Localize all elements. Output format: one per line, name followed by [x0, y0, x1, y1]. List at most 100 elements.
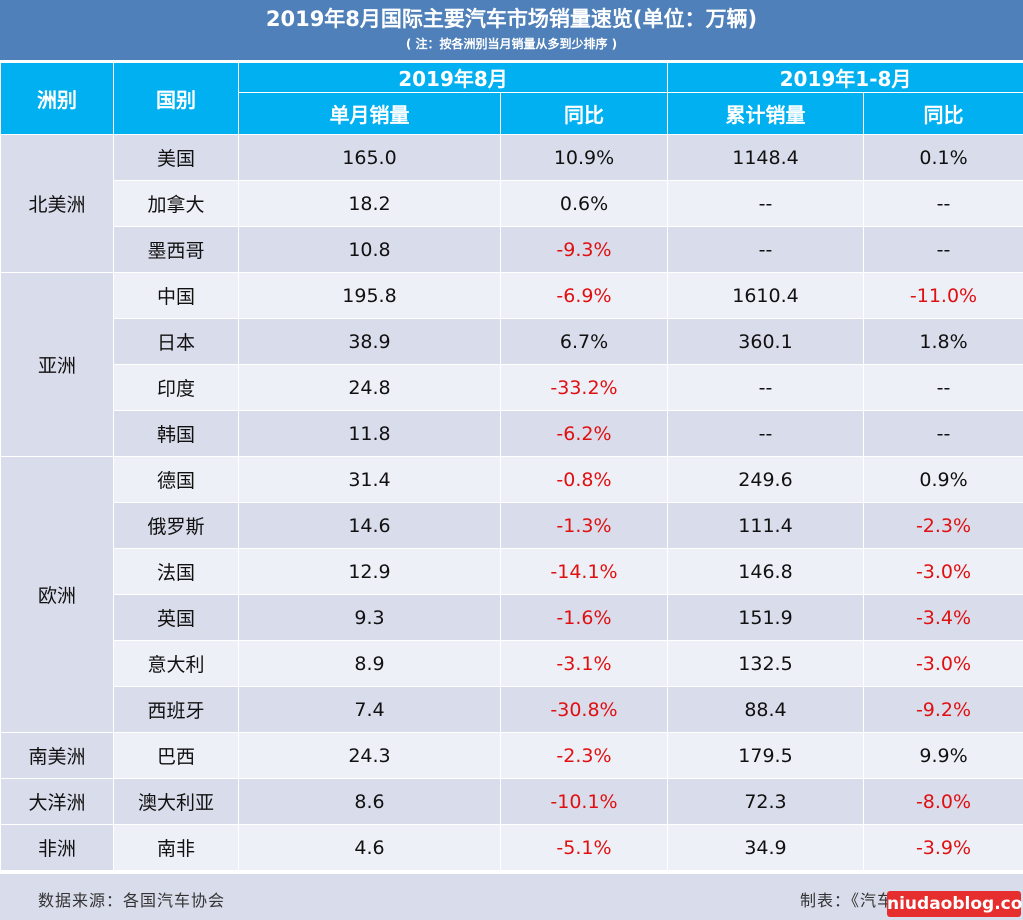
- country-cell: 俄罗斯: [113, 502, 239, 549]
- ytd-yoy-cell: -9.2%: [862, 686, 1023, 733]
- month-sales-cell: 10.8: [238, 226, 501, 273]
- table-row: 亚洲 中国 195.8 -6.9% 1610.4 -11.0%: [0, 272, 1023, 457]
- ytd-yoy-cell: -3.4%: [862, 594, 1023, 641]
- table-row: 意大利 8.9 -3.1% 132.5 -3.0%: [1, 640, 1023, 687]
- month-yoy-cell: -9.3%: [500, 226, 668, 273]
- page-title: 2019年8月国际主要汽车市场销量速览(单位：万辆): [265, 7, 758, 31]
- ytd-yoy-cell: --: [862, 410, 1023, 457]
- header-group-ytd: 2019年1-8月: [666, 62, 1023, 93]
- month-sales-cell: 195.8: [238, 272, 501, 319]
- country-cell: 英国: [113, 594, 239, 641]
- month-sales-cell: 165.0: [238, 134, 501, 181]
- month-yoy-cell: -10.1%: [500, 778, 668, 825]
- ytd-yoy-cell: 9.9%: [862, 732, 1023, 779]
- table-row: 北美洲 美国 165.0 10.9% 1148.4 0.1%: [0, 134, 1023, 273]
- country-cell: 日本: [113, 318, 239, 365]
- ytd-sales-cell: 249.6: [667, 456, 864, 503]
- month-sales-cell: 14.6: [238, 502, 501, 549]
- country-cell: 德国: [113, 456, 239, 503]
- ytd-yoy-cell: --: [862, 226, 1023, 273]
- country-cell: 加拿大: [113, 180, 239, 227]
- header-month-yoy: 同比: [500, 92, 668, 135]
- ytd-sales-cell: 1148.4: [667, 134, 864, 181]
- month-yoy-cell: -1.6%: [500, 594, 668, 641]
- table-row: 西班牙 7.4 -30.8% 88.4 -9.2%: [1, 686, 1023, 733]
- ytd-yoy-cell: -3.9%: [862, 824, 1023, 871]
- ytd-sales-cell: 179.5: [667, 732, 864, 779]
- month-yoy-cell: 0.6%: [500, 180, 668, 227]
- month-yoy-cell: -6.2%: [500, 410, 668, 457]
- table-body: 北美洲 美国 165.0 10.9% 1148.4 0.1% 加拿大 18.2 0.6% -- --…: [0, 134, 1023, 871]
- country-cell: 韩国: [113, 410, 239, 457]
- ytd-yoy-cell: 0.1%: [862, 134, 1023, 181]
- ytd-sales-cell: --: [667, 410, 864, 457]
- ytd-sales-cell: --: [667, 364, 864, 411]
- country-cell: 澳大利亚: [113, 778, 239, 825]
- month-sales-cell: 24.3: [238, 732, 501, 779]
- ytd-yoy-cell: 1.8%: [862, 318, 1023, 365]
- table-row: 韩国 11.8 -6.2% -- --: [1, 410, 1023, 457]
- country-cell: 中国: [113, 272, 239, 319]
- ytd-yoy-cell: -8.0%: [862, 778, 1023, 825]
- month-yoy-cell: -2.3%: [500, 732, 668, 779]
- region-cell: 欧洲: [0, 456, 114, 733]
- watermark: niudaoblog.com: [887, 891, 1023, 917]
- region-cell: 亚洲: [0, 272, 114, 457]
- month-yoy-cell: 10.9%: [500, 134, 668, 181]
- table-row: 欧洲 德国 31.4 -0.8% 249.6 0.9%: [0, 456, 1023, 733]
- month-sales-cell: 38.9: [238, 318, 501, 365]
- country-cell: 法国: [113, 548, 239, 595]
- ytd-yoy-cell: --: [862, 180, 1023, 227]
- country-cell: 巴西: [113, 732, 239, 779]
- month-sales-cell: 9.3: [238, 594, 501, 641]
- table-row: 非洲 南非 4.6 -5.1% 34.9 -3.9%: [0, 824, 1023, 871]
- country-cell: 意大利: [113, 640, 239, 687]
- ytd-yoy-cell: 0.9%: [862, 456, 1023, 503]
- table-row: 日本 38.9 6.7% 360.1 1.8%: [1, 318, 1023, 365]
- table-row: 法国 12.9 -14.1% 146.8 -3.0%: [1, 548, 1023, 595]
- month-sales-cell: 4.6: [238, 824, 501, 871]
- ytd-yoy-cell: --: [862, 364, 1023, 411]
- ytd-yoy-cell: -11.0%: [862, 272, 1023, 319]
- header-month-sales: 单月销量: [238, 92, 501, 135]
- region-cell: 非洲: [0, 824, 114, 871]
- header-group-month: 2019年8月: [238, 62, 668, 93]
- ytd-sales-cell: 132.5: [667, 640, 864, 687]
- table-row: 英国 9.3 -1.6% 151.9 -3.4%: [1, 594, 1023, 641]
- country-cell: 美国: [113, 134, 239, 181]
- table-row: 俄罗斯 14.6 -1.3% 111.4 -2.3%: [1, 502, 1023, 549]
- month-yoy-cell: -0.8%: [500, 456, 668, 503]
- ytd-sales-cell: 111.4: [667, 502, 864, 549]
- table-row: 墨西哥 10.8 -9.3% -- --: [1, 226, 1023, 273]
- month-sales-cell: 18.2: [238, 180, 501, 227]
- ytd-sales-cell: --: [667, 226, 864, 273]
- header-ytd-sales: 累计销量: [667, 92, 864, 135]
- month-yoy-cell: -1.3%: [500, 502, 668, 549]
- ytd-sales-cell: 360.1: [667, 318, 864, 365]
- ytd-sales-cell: 146.8: [667, 548, 864, 595]
- header-region: 洲别: [0, 62, 114, 135]
- table-row: 南美洲 巴西 24.3 -2.3% 179.5 9.9%: [0, 732, 1023, 779]
- ytd-sales-cell: 1610.4: [667, 272, 864, 319]
- table-row: 大洋洲 澳大利亚 8.6 -10.1% 72.3 -8.0%: [0, 778, 1023, 825]
- ytd-sales-cell: --: [667, 180, 864, 227]
- table-row: 加拿大 18.2 0.6% -- --: [1, 180, 1023, 227]
- region-cell: 南美洲: [0, 732, 114, 779]
- month-yoy-cell: -3.1%: [500, 640, 668, 687]
- ytd-sales-cell: 151.9: [667, 594, 864, 641]
- ytd-yoy-cell: -2.3%: [862, 502, 1023, 549]
- month-sales-cell: 7.4: [238, 686, 501, 733]
- month-sales-cell: 11.8: [238, 410, 501, 457]
- month-yoy-cell: -33.2%: [500, 364, 668, 411]
- month-sales-cell: 12.9: [238, 548, 501, 595]
- month-yoy-cell: -5.1%: [500, 824, 668, 871]
- table-row: 印度 24.8 -33.2% -- --: [1, 364, 1023, 411]
- month-sales-cell: 8.6: [238, 778, 501, 825]
- month-sales-cell: 8.9: [238, 640, 501, 687]
- month-sales-cell: 31.4: [238, 456, 501, 503]
- title-note: ( 注：按各洲别当月销量从多到少排序 ): [405, 37, 618, 51]
- sales-table: 洲别 国别 2019年8月 2019年1-8月 单月销量 同比 累计销量 同比 …: [0, 62, 1023, 871]
- header-ytd-yoy: 同比: [862, 92, 1023, 135]
- ytd-yoy-cell: -3.0%: [862, 640, 1023, 687]
- country-cell: 墨西哥: [113, 226, 239, 273]
